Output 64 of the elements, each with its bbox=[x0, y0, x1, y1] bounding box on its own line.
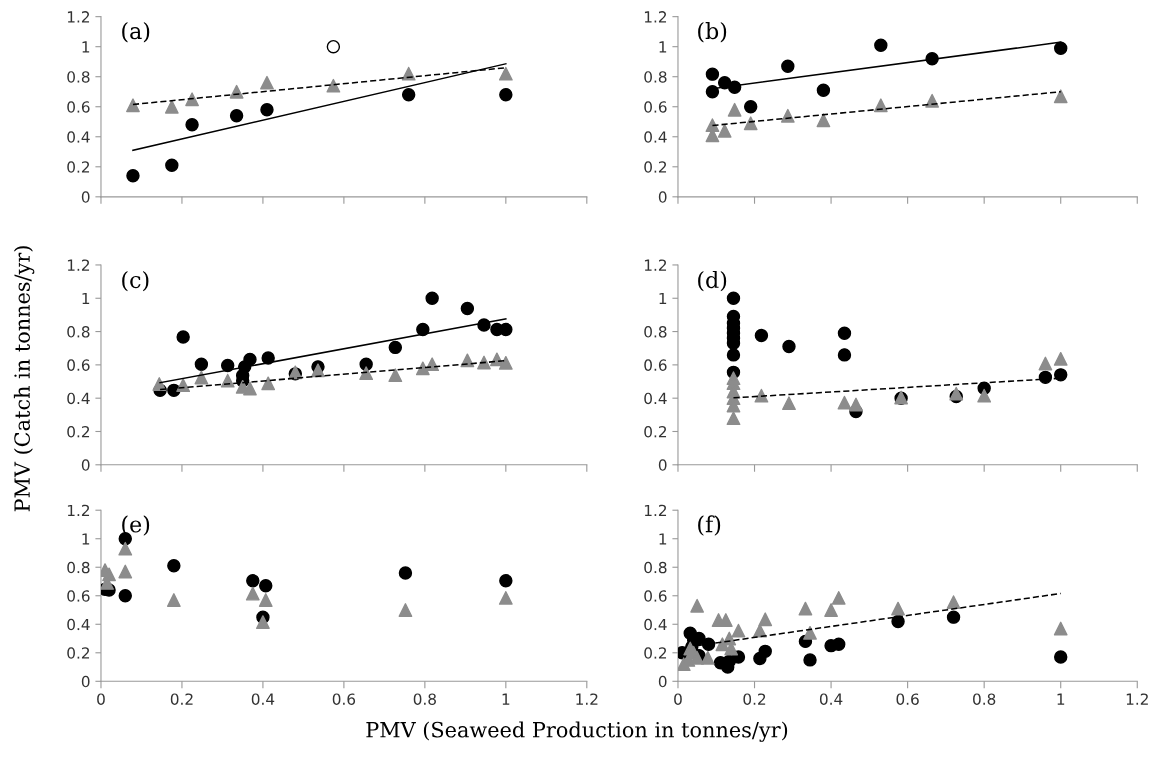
chart-title: (b) bbox=[698, 22, 727, 43]
x-axis-title: PMV (Seaweed Production in tonnes/yr) bbox=[366, 721, 788, 742]
x-tick-label: 0 bbox=[674, 693, 682, 705]
x-tick-label: 1 bbox=[1057, 693, 1065, 705]
x-tick-label: 0.4 bbox=[819, 693, 843, 705]
x-tick-label: 0.6 bbox=[896, 693, 919, 705]
y-tick-label: 0.2 bbox=[644, 161, 667, 173]
y-tick-label: 1.2 bbox=[67, 504, 90, 517]
chart-title: (e) bbox=[122, 515, 150, 536]
y-tick-label: 0.4 bbox=[644, 392, 667, 405]
chart-title: (c) bbox=[122, 270, 149, 292]
x-tick-label: 0 bbox=[97, 693, 105, 705]
y-tick-label: 0.6 bbox=[67, 590, 90, 602]
y-tick-label: 1.2 bbox=[67, 11, 90, 23]
y-tick-label: 0.6 bbox=[644, 359, 667, 371]
y-tick-label: 0 bbox=[81, 191, 90, 203]
y-tick-label: 1 bbox=[659, 533, 667, 545]
y-tick-label: 0.4 bbox=[644, 131, 667, 143]
y-tick-label: 0.2 bbox=[644, 647, 667, 659]
y-tick-label: 0 bbox=[81, 675, 90, 688]
y-tick-label: 0.2 bbox=[67, 425, 90, 438]
y-tick-label: 0.8 bbox=[644, 561, 667, 574]
x-tick-label: 1.2 bbox=[576, 693, 598, 705]
y-tick-label: 0.4 bbox=[67, 392, 90, 405]
x-tick-label: 0.8 bbox=[973, 693, 996, 705]
y-tick-label: 1 bbox=[82, 292, 90, 305]
chart-title: (a) bbox=[122, 22, 150, 43]
x-tick-label: 0.6 bbox=[332, 693, 356, 705]
y-tick-label: 0 bbox=[658, 459, 667, 471]
x-tick-label: 0.2 bbox=[743, 693, 766, 705]
y-tick-label: 0.2 bbox=[67, 161, 90, 173]
x-tick-label: 0.8 bbox=[413, 693, 436, 705]
y-tick-label: 0.8 bbox=[644, 71, 667, 83]
chart-title: (d) bbox=[698, 270, 727, 292]
y-tick-label: 0.6 bbox=[67, 359, 90, 371]
y-tick-label: 1.2 bbox=[644, 11, 667, 23]
y-tick-label: 0.2 bbox=[644, 425, 667, 438]
x-tick-label: 0.4 bbox=[251, 693, 275, 705]
y-tick-label: 1 bbox=[82, 41, 90, 53]
y-tick-label: 0.2 bbox=[67, 647, 90, 659]
y-tick-label: 1.2 bbox=[644, 259, 667, 271]
y-tick-label: 0.6 bbox=[67, 101, 90, 113]
y-tick-label: 1.2 bbox=[67, 259, 90, 271]
y-tick-label: 0.6 bbox=[644, 590, 667, 602]
y-tick-label: 0 bbox=[658, 191, 667, 203]
y-tick-label: 0.4 bbox=[644, 618, 667, 631]
y-tick-label: 0.8 bbox=[67, 561, 90, 574]
x-tick-label: 0.2 bbox=[170, 693, 193, 705]
y-tick-label: 1 bbox=[82, 533, 90, 545]
y-tick-label: 1 bbox=[659, 41, 667, 53]
y-tick-label: 0.8 bbox=[67, 71, 90, 83]
y-tick-label: 0.4 bbox=[67, 131, 90, 143]
x-tick-label: 1.2 bbox=[1126, 693, 1148, 705]
chart-title: (f) bbox=[698, 515, 721, 536]
y-tick-label: 1 bbox=[659, 292, 667, 305]
y-tick-label: 0.4 bbox=[67, 618, 90, 631]
y-axis-title: PMV (Catch in tonnes/yr) bbox=[13, 246, 35, 512]
x-tick-label: 1 bbox=[502, 693, 510, 705]
y-tick-label: 0.8 bbox=[644, 326, 667, 338]
y-tick-label: 0.6 bbox=[644, 101, 667, 113]
y-tick-label: 0 bbox=[658, 675, 667, 688]
y-tick-label: 1.2 bbox=[644, 504, 667, 517]
y-tick-label: 0.8 bbox=[67, 326, 90, 338]
y-tick-label: 0 bbox=[81, 459, 90, 471]
